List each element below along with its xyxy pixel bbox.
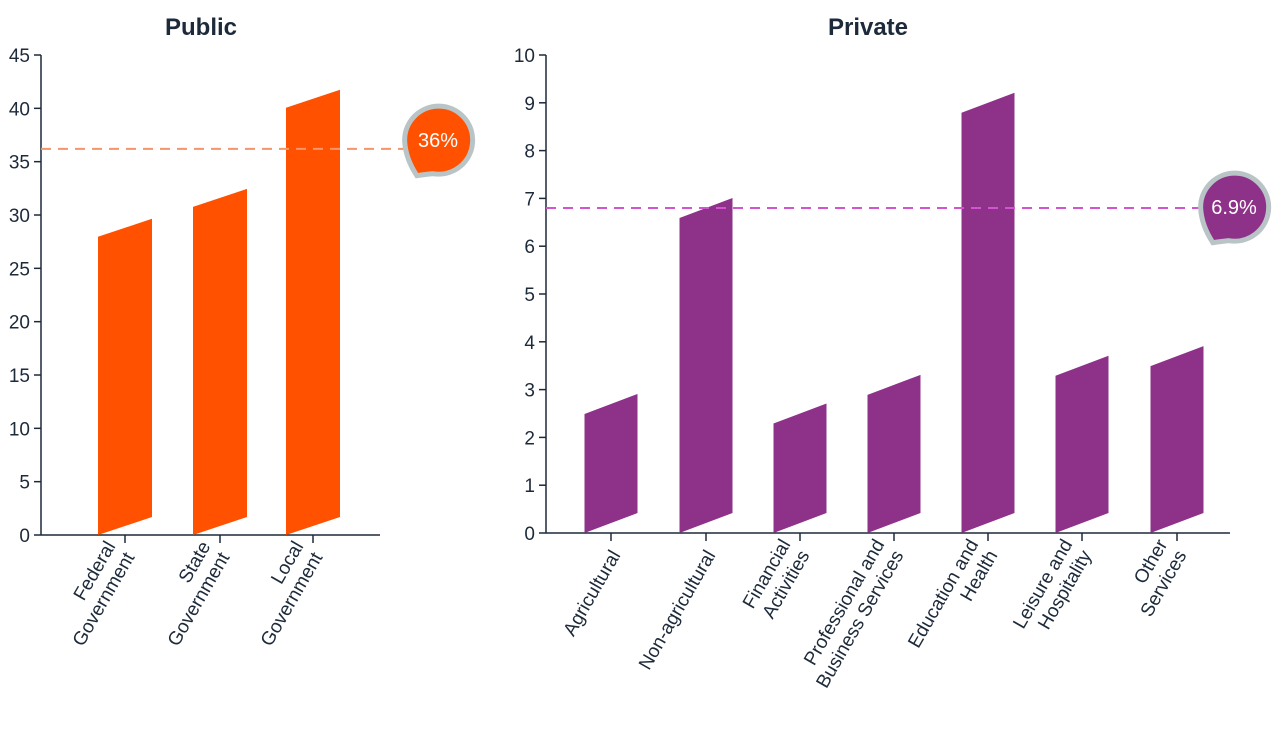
public-bar: [286, 89, 340, 535]
private-y-tick-label: 5: [524, 285, 535, 306]
private-y-tick-label: 0: [524, 524, 535, 545]
public-y-tick-label: 15: [9, 366, 30, 387]
public-y-tick-label: 5: [19, 473, 30, 494]
private-y-tick-label: 6: [524, 237, 535, 258]
public-y-tick-label: 10: [9, 419, 30, 440]
private-average-label: 6.9%: [1211, 197, 1257, 219]
private-category-label: OtherServices: [1118, 535, 1192, 620]
private-y-tick-label: 2: [524, 428, 535, 449]
private-y-tick-label: 3: [524, 381, 535, 402]
public-y-tick-label: 25: [9, 259, 30, 280]
private-category-label: Education andHealth: [904, 536, 1002, 663]
private-badge-shape: [1198, 170, 1272, 246]
private-bar: [584, 393, 638, 533]
public-bar: [193, 188, 247, 535]
private-chart-panel: Private 0 1 2 3 4 5 6 7 8 9 10 Agricultural Non-agri…: [514, 14, 1272, 692]
public-y-tick-label: 35: [9, 153, 30, 174]
private-y-tick-label: 10: [514, 46, 535, 67]
public-average-label: 36%: [418, 130, 458, 152]
private-bar: [961, 92, 1015, 534]
public-y-tick-label: 0: [19, 526, 30, 547]
private-y-tick-label: 4: [524, 333, 535, 354]
private-y-tick-label: 7: [524, 189, 535, 210]
public-y-tick-label: 40: [9, 99, 30, 120]
public-y-tick-label: 30: [9, 206, 30, 227]
public-chart-panel: Public 0 5 10 15 20 25 30 35 40 45 FederalGovernme…: [9, 14, 476, 650]
private-chart-title: Private: [828, 14, 908, 41]
private-bar: [867, 374, 921, 533]
public-category-label: FederalGovernment: [50, 537, 140, 650]
private-y-tick-label: 8: [524, 142, 535, 163]
public-category-label: LocalGovernment: [238, 537, 328, 650]
public-y-tick-label: 45: [9, 46, 30, 67]
private-category-label: FinancialActivities: [739, 536, 814, 623]
public-badge-shape: [402, 103, 476, 179]
private-bar: [679, 197, 733, 533]
private-bar: [773, 403, 827, 533]
public-category-label: StateGovernment: [145, 537, 235, 650]
public-y-tick-label: 20: [9, 313, 30, 334]
public-chart-title: Public: [165, 14, 237, 41]
public-bar: [98, 218, 152, 536]
private-bar: [1055, 355, 1109, 533]
private-category-label: Leisure andHospitality: [1009, 536, 1096, 644]
private-y-tick-label: 9: [524, 94, 535, 115]
public-average-badge: 36%: [402, 103, 476, 179]
private-average-badge: 6.9%: [1198, 170, 1272, 246]
private-y-tick-label: 1: [524, 476, 535, 497]
private-bar: [1150, 346, 1204, 533]
private-category-label: Non-agricultural: [635, 547, 720, 674]
private-category-label: Agricultural: [560, 547, 626, 640]
